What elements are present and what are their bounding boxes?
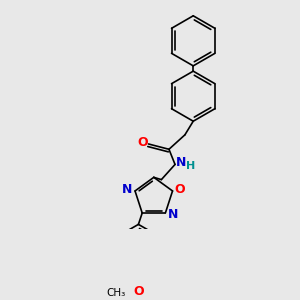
Text: N: N — [122, 183, 133, 196]
Text: H: H — [186, 161, 195, 171]
Text: O: O — [133, 285, 144, 298]
Text: N: N — [176, 156, 186, 170]
Text: N: N — [168, 208, 178, 221]
Text: O: O — [175, 183, 185, 196]
Text: CH₃: CH₃ — [106, 288, 125, 298]
Text: O: O — [137, 136, 148, 149]
